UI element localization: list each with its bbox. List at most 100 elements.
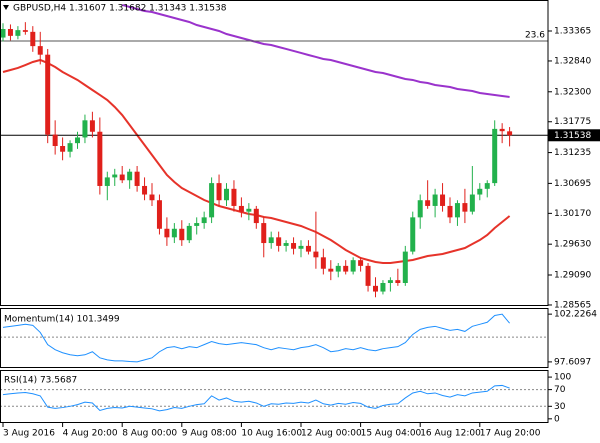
candle-body [283,243,289,246]
candle-body [440,194,446,206]
candle-body [454,203,460,218]
candle-body [298,245,304,249]
y-tick-label: 1.33365 [554,26,591,36]
candle-body [0,28,6,38]
candle-body [22,30,28,32]
candle-body [320,257,326,269]
candle-body [149,194,155,201]
candle-body [343,265,349,272]
candle-body [52,134,58,147]
candle-body [89,120,95,132]
candle-body [469,194,475,212]
x-tick-label: 12 Aug 00:00 [301,429,362,439]
candle-body [477,188,483,195]
candle-body [373,285,378,292]
candle-body [171,228,177,238]
x-tick-label: 10 Aug 16:00 [241,429,302,439]
candle-body [410,217,416,252]
plot-area [0,4,548,298]
candle-body [462,203,468,212]
candle-body [380,282,386,292]
candle-body [186,225,192,241]
x-tick-label: 15 Aug 04:00 [361,429,422,439]
moving-average [121,4,510,98]
candle-body [60,146,66,152]
candle-body [328,268,334,272]
x-tick-label: 9 Aug 08:00 [182,429,237,439]
candle-body [119,174,125,181]
candle-body [499,128,505,132]
y-tick-label: 102.2264 [554,310,597,320]
candle-body [246,208,252,212]
candle-body [75,137,80,144]
candle-body [30,31,36,47]
candle-body [209,183,215,218]
indicator-line [2,313,510,363]
fib-label: 23.6 [525,30,545,40]
candle-body [142,185,148,195]
y-tick-label: 1.32300 [554,87,591,97]
candle-body [97,131,103,186]
candle-body [447,205,453,218]
candle-body [313,251,319,258]
candle-body [201,217,207,224]
candle-body [387,280,393,283]
candle-body [253,208,259,224]
candle-body [156,200,162,229]
y-tick-label: 70 [554,385,566,395]
candle-body [67,143,73,152]
candle-body [164,228,170,238]
candle-body [350,260,356,272]
y-tick-label: 97.6097 [554,357,591,367]
candle-body [335,265,341,272]
candle-body [395,280,401,283]
candle-body [268,237,274,244]
last-price-box [548,129,600,142]
y-tick-label: 100 [554,373,571,383]
candle-body [305,245,311,252]
y-tick-label: 1.31235 [554,148,591,158]
candle-body [134,171,140,186]
y-tick-label: 1.30695 [554,179,591,189]
candle-body [127,171,133,181]
candle-body [104,177,110,186]
indicator-line [2,384,510,412]
panel-frame [0,308,549,368]
candle-body [507,131,513,136]
x-tick-label: 16 Aug 12:00 [420,429,481,439]
candle-body [45,54,51,135]
candle-body [7,28,13,36]
candle-body [291,243,297,249]
candle-body [238,205,244,212]
menu-arrow[interactable] [3,5,9,10]
y-tick-label: 1.30170 [554,209,591,219]
candle-body [402,251,408,283]
x-tick-label: 17 Aug 20:00 [480,429,541,439]
candle-body [216,183,222,201]
chart-title: GBPUSD,H4 1.31607 1.31682 1.31343 1.3153… [13,4,227,14]
candle-body [432,194,438,206]
candle-body [425,200,431,206]
y-tick-label: 1.29090 [554,271,591,281]
y-tick-label: 1.32840 [554,56,591,66]
momentum-title: Momentum(14) 101.3499 [4,315,120,325]
candle-body [276,237,282,246]
y-tick-label: 0 [554,414,560,424]
candle-body [365,265,371,286]
candle-body [417,200,423,218]
candle-body [358,260,364,266]
candle-body [15,30,21,36]
candle-body [231,188,237,206]
candle-body [484,183,490,189]
y-tick-label: 30 [554,402,566,412]
y-tick-label: 1.31775 [554,117,591,127]
candle-body [112,174,118,178]
candle-body [492,128,498,184]
candle-body [224,188,229,201]
y-tick-label: 1.29630 [554,240,591,250]
x-tick-label: 3 Aug 2016 [3,429,55,439]
y-tick-label: 1.28565 [554,300,591,310]
x-tick-label: 4 Aug 20:00 [63,429,118,439]
